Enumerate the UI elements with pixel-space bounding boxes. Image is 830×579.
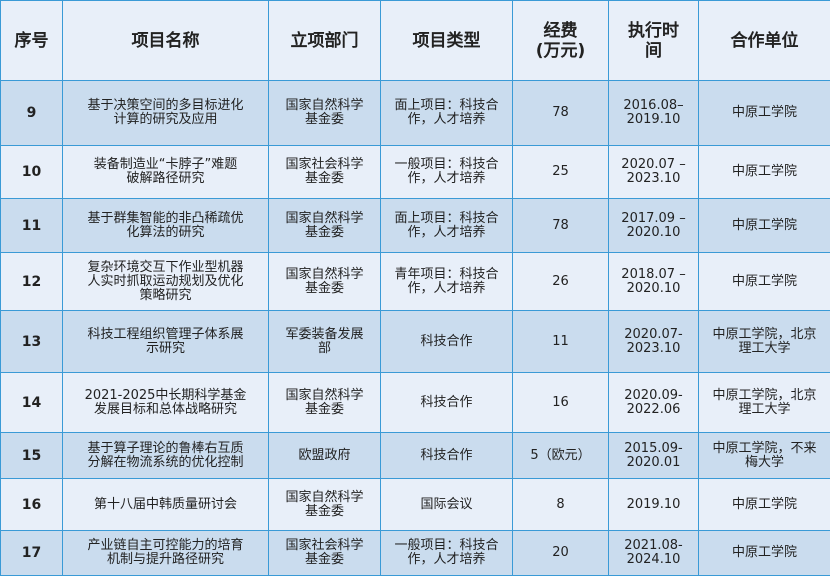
cell-funding: 78 [512, 80, 609, 146]
cell-project-name: 复杂环境交互下作业型机器 人实时抓取运动规划及优化 策略研究 [62, 252, 269, 311]
cell-project-type: 青年项目：科技合 作，人才培养 [380, 252, 513, 311]
cell-index: 16 [0, 478, 63, 531]
cell-funding: 25 [512, 145, 609, 199]
header-index: 序号 [0, 0, 63, 81]
cell-department: 国家社会科学 基金委 [268, 530, 381, 576]
cell-index: 10 [0, 145, 63, 199]
cell-department: 军委装备发展 部 [268, 310, 381, 373]
header-row: 序号 项目名称 立项部门 项目类型 经费 (万元) 执行时 间合作单位 [0, 0, 830, 81]
cell-project-name: 产业链自主可控能力的培育 机制与提升路径研究 [62, 530, 269, 576]
cell-funding: 8 [512, 478, 609, 531]
header-funding: 经费 (万元) [512, 0, 609, 81]
table-row: 9 基于决策空间的多目标进化 计算的研究及应用 国家自然科学 基金委 面上项目：科技合… [0, 80, 830, 146]
table-row: 11 基于群集智能的非凸稀疏优 化算法的研究 国家自然科学 基金委 面上项目：科技合 … [0, 198, 830, 253]
cell-period: 2020.09- 2022.06 [608, 372, 699, 433]
table-row: 10 装备制造业“卡脖子”难题 破解路径研究 国家社会科学 基金委 一般项目：科技合 … [0, 145, 830, 199]
table-row: 17 产业链自主可控能力的培育 机制与提升路径研究 国家社会科学 基金委 一般项目：科… [0, 530, 830, 576]
table-row: 16 第十八届中韩质量研讨会 国家自然科学 基金委 国际会议 8 2019.10 中原工学院 [0, 478, 830, 531]
cell-project-name: 科技工程组织管理子体系展 示研究 [62, 310, 269, 373]
cell-funding: 16 [512, 372, 609, 433]
cell-department: 国家社会科学 基金委 [268, 145, 381, 199]
cell-department: 国家自然科学 基金委 [268, 252, 381, 311]
cell-department: 国家自然科学 基金委 [268, 478, 381, 531]
cell-project-type: 科技合作 [380, 372, 513, 433]
cell-period: 2021.08- 2024.10 [608, 530, 699, 576]
cell-funding: 78 [512, 198, 609, 253]
cell-index: 11 [0, 198, 63, 253]
cell-partner: 中原工学院 [698, 198, 830, 253]
table-row: 13 科技工程组织管理子体系展 示研究 军委装备发展 部科技合作 11 2020.07-… [0, 310, 830, 373]
header-partner: 合作单位 [698, 0, 830, 81]
cell-partner: 中原工学院 [698, 252, 830, 311]
cell-period: 2019.10 [608, 478, 699, 531]
cell-funding: 11 [512, 310, 609, 373]
table-row: 12 复杂环境交互下作业型机器 人实时抓取运动规划及优化 策略研究 国家自然科学 基… [0, 252, 830, 311]
cell-index: 15 [0, 432, 63, 479]
cell-index: 9 [0, 80, 63, 146]
cell-project-name: 基于算子理论的鲁棒右互质 分解在物流系统的优化控制 [62, 432, 269, 479]
cell-department: 欧盟政府 [268, 432, 381, 479]
cell-partner: 中原工学院，北京 理工大学 [698, 310, 830, 373]
cell-period: 2018.07 – 2020.10 [608, 252, 699, 311]
cell-funding: 26 [512, 252, 609, 311]
cell-project-name: 装备制造业“卡脖子”难题 破解路径研究 [62, 145, 269, 199]
cell-partner: 中原工学院，不来 梅大学 [698, 432, 830, 479]
cell-period: 2017.09 – 2020.10 [608, 198, 699, 253]
cell-project-type: 面上项目：科技合 作，人才培养 [380, 80, 513, 146]
cell-period: 2020.07 – 2023.10 [608, 145, 699, 199]
cell-project-type: 科技合作 [380, 432, 513, 479]
cell-partner: 中原工学院 [698, 145, 830, 199]
table-row: 15 基于算子理论的鲁棒右互质 分解在物流系统的优化控制 欧盟政府 科技合作 5（欧元）… [0, 432, 830, 479]
cell-period: 2020.07- 2023.10 [608, 310, 699, 373]
cell-period: 2016.08– 2019.10 [608, 80, 699, 146]
cell-partner: 中原工学院 [698, 478, 830, 531]
cell-department: 国家自然科学 基金委 [268, 80, 381, 146]
header-department: 立项部门 [268, 0, 381, 81]
cell-project-type: 一般项目：科技合 作，人才培养 [380, 145, 513, 199]
cell-index: 12 [0, 252, 63, 311]
cell-period: 2015.09- 2020.01 [608, 432, 699, 479]
cell-project-name: 基于决策空间的多目标进化 计算的研究及应用 [62, 80, 269, 146]
table-row: 14 2021-2025中长期科学基金 发展目标和总体战略研究 国家自然科学 基金委… [0, 372, 830, 433]
cell-partner: 中原工学院 [698, 80, 830, 146]
cell-partner: 中原工学院，北京 理工大学 [698, 372, 830, 433]
cell-partner: 中原工学院 [698, 530, 830, 576]
header-project-type: 项目类型 [380, 0, 513, 81]
cell-index: 17 [0, 530, 63, 576]
cell-project-name: 2021-2025中长期科学基金 发展目标和总体战略研究 [62, 372, 269, 433]
header-period: 执行时 间 [608, 0, 699, 81]
cell-project-type: 一般项目：科技合 作，人才培养 [380, 530, 513, 576]
cell-funding: 20 [512, 530, 609, 576]
cell-department: 国家自然科学 基金委 [268, 372, 381, 433]
cell-department: 国家自然科学 基金委 [268, 198, 381, 253]
cell-project-type: 国际会议 [380, 478, 513, 531]
cell-index: 13 [0, 310, 63, 373]
cell-funding: 5（欧元） [512, 432, 609, 479]
cell-project-name: 基于群集智能的非凸稀疏优 化算法的研究 [62, 198, 269, 253]
header-project-name: 项目名称 [62, 0, 269, 81]
cell-index: 14 [0, 372, 63, 433]
cell-project-type: 面上项目：科技合 作，人才培养 [380, 198, 513, 253]
cell-project-name: 第十八届中韩质量研讨会 [62, 478, 269, 531]
cell-project-type: 科技合作 [380, 310, 513, 373]
